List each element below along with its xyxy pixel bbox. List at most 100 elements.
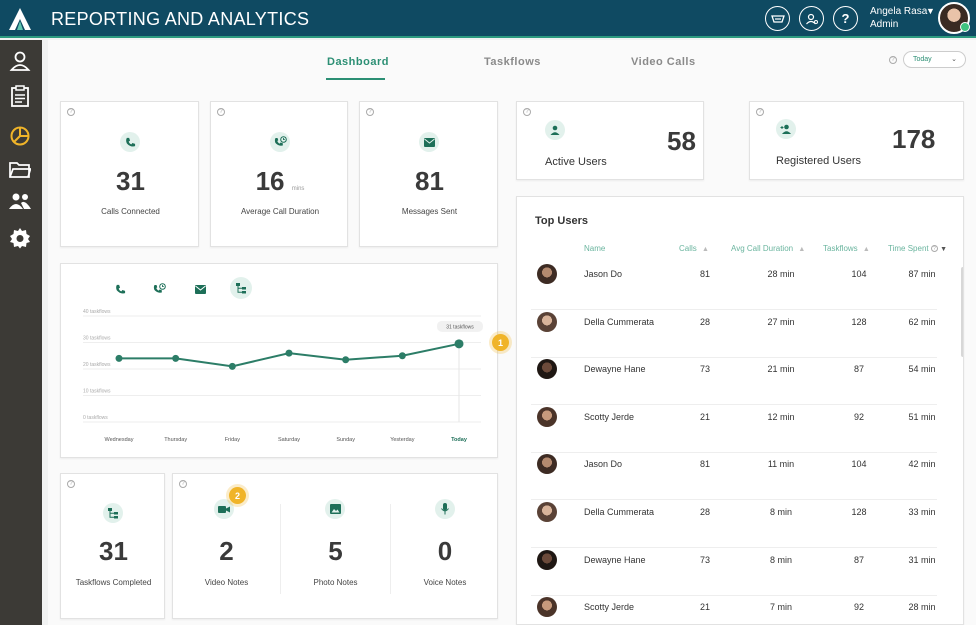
column-header-avg-call-duration[interactable]: Avg Call Duration ▲ — [731, 244, 805, 253]
app-title: REPORTING AND ANALYTICS — [51, 9, 310, 29]
date-filter-select[interactable]: Today ⌄ — [903, 51, 966, 68]
help-icon[interactable]: ? — [523, 108, 531, 116]
calls-cell: 21 — [699, 411, 710, 422]
table-row[interactable]: Dewayne Hane 73 8 min 87 31 min — [531, 548, 937, 596]
add-user-icon — [776, 119, 796, 139]
help-icon[interactable]: ? — [366, 108, 374, 116]
table-row[interactable]: Jason Do 81 28 min 104 87 min — [531, 262, 937, 310]
user-icon — [545, 120, 565, 140]
table-row[interactable]: Scotty Jerde 21 7 min 92 28 min — [531, 595, 937, 624]
taskflow-icon[interactable] — [230, 277, 252, 299]
y-tick-label: 10 taskflows — [83, 389, 111, 395]
avg-call-duration-cell: 8 min — [769, 554, 792, 565]
tab-video-calls[interactable]: Video Calls — [631, 56, 696, 68]
taskflows-cell: 92 — [853, 602, 864, 613]
y-tick-label: 30 taskflows — [83, 336, 111, 342]
chart-badge[interactable]: 1 — [492, 334, 509, 351]
table-row[interactable]: Della Cummerata 28 27 min 128 62 min — [531, 310, 937, 358]
envelope-icon[interactable] — [191, 280, 209, 298]
y-tick-label: 20 taskflows — [83, 362, 111, 368]
gear-icon[interactable] — [7, 225, 33, 251]
column-header-taskflows[interactable]: Taskflows ▲ — [823, 244, 870, 253]
notes-card: ? 2 Video Notes 5 Photo Notes 0 Voice No… — [172, 473, 498, 619]
avg-call-duration-label: Average Call Duration — [240, 207, 320, 216]
taskflows-cell: 128 — [851, 507, 867, 517]
y-tick-label: 0 taskflows — [83, 415, 108, 421]
chevron-down-icon[interactable]: ▼ — [926, 6, 935, 16]
data-point[interactable] — [398, 352, 406, 360]
column-header-time-spent[interactable]: Time Spent ? ▼ — [888, 244, 947, 253]
calls-cell: 81 — [699, 269, 710, 279]
calls-cell: 73 — [699, 554, 710, 565]
help-icon[interactable]: ? — [889, 56, 897, 64]
clipboard-icon[interactable] — [7, 83, 33, 109]
help-icon[interactable]: ? — [930, 245, 938, 253]
phone-clock-icon[interactable] — [150, 280, 168, 298]
help-icon[interactable]: ? — [67, 480, 75, 488]
avg-call-duration-cell: 12 min — [767, 411, 795, 422]
time-spent-cell: 62 min — [908, 316, 936, 327]
column-header-name[interactable]: Name — [584, 244, 606, 253]
user-name-cell: Jason Do — [584, 459, 623, 470]
avatar — [537, 311, 557, 332]
active-tab-indicator — [326, 78, 385, 80]
avatar — [537, 502, 557, 522]
folder-icon[interactable] — [7, 157, 33, 183]
tab-taskflows[interactable]: Taskflows — [484, 56, 541, 68]
help-icon[interactable]: ? — [756, 108, 764, 116]
table-row[interactable]: Jason Do 81 11 min 104 42 min — [531, 452, 937, 501]
avg-call-duration-cell: 28 min — [767, 269, 795, 279]
y-tick-label: 40 taskflows — [83, 309, 111, 315]
help-icon[interactable]: ? — [179, 480, 187, 488]
active-users-card: ? Active Users 58 — [516, 101, 704, 180]
scrollbar[interactable] — [961, 267, 963, 357]
user-name-cell: Scotty Jerde — [584, 411, 635, 422]
app-logo[interactable] — [8, 7, 32, 31]
data-point[interactable] — [172, 354, 180, 362]
video-notes-value: 2 — [219, 536, 234, 566]
phone-icon — [120, 132, 140, 152]
help-icon[interactable]: ? — [833, 6, 858, 31]
tab-dashboard[interactable]: Dashboard — [327, 56, 389, 68]
data-point[interactable] — [228, 362, 236, 370]
taskflows-cell: 87 — [853, 554, 864, 565]
calls-cell: 73 — [699, 364, 710, 375]
data-point[interactable] — [115, 354, 123, 362]
column-header-calls[interactable]: Calls ▲ — [679, 244, 709, 253]
user-name-cell: Della Cummerata — [584, 316, 655, 327]
calls-cell: 28 — [699, 316, 710, 327]
users-icon[interactable] — [7, 188, 33, 214]
table-row[interactable]: Scotty Jerde 21 12 min 92 51 min — [531, 405, 937, 453]
sidebar — [0, 40, 42, 625]
table-row[interactable]: Dewayne Hane 73 21 min 87 54 min — [531, 357, 937, 406]
avatar[interactable] — [938, 2, 970, 34]
phone-icon[interactable] — [111, 280, 129, 298]
tray-icon[interactable] — [765, 6, 790, 31]
messages-sent-card: ? 81 Messages Sent — [359, 101, 498, 247]
notes-badge[interactable]: 2 — [229, 487, 246, 504]
user-settings-icon[interactable] — [799, 6, 824, 31]
data-point[interactable] — [285, 349, 293, 357]
date-filter-value: Today — [913, 56, 932, 63]
help-icon[interactable]: ? — [217, 108, 225, 116]
x-tick-label: Friday — [225, 437, 241, 443]
data-point[interactable] — [342, 356, 350, 364]
sort-down-icon: ▼ — [940, 246, 948, 253]
user-name[interactable]: Angela Rasa — [870, 6, 928, 17]
divider — [390, 504, 391, 594]
avatar — [537, 549, 557, 570]
calls-connected-card: ? 31 Calls Connected — [60, 101, 199, 247]
top-users-title: Top Users — [535, 215, 588, 227]
table-row[interactable]: Della Cummerata 28 8 min 128 33 min — [531, 500, 937, 548]
column-header-label: Calls — [679, 244, 697, 253]
user-name-cell: Dewayne Hane — [584, 364, 646, 375]
envelope-icon — [419, 132, 439, 152]
help-icon[interactable]: ? — [67, 108, 75, 116]
avg-call-duration-cell: 21 min — [767, 364, 795, 375]
user-icon[interactable] — [7, 48, 33, 74]
taskflows-cell: 87 — [853, 364, 864, 375]
x-tick-label: Thursday — [164, 437, 187, 443]
data-point[interactable] — [454, 339, 464, 349]
x-tick-label: Today — [451, 437, 468, 443]
pie-chart-icon[interactable] — [7, 123, 33, 149]
